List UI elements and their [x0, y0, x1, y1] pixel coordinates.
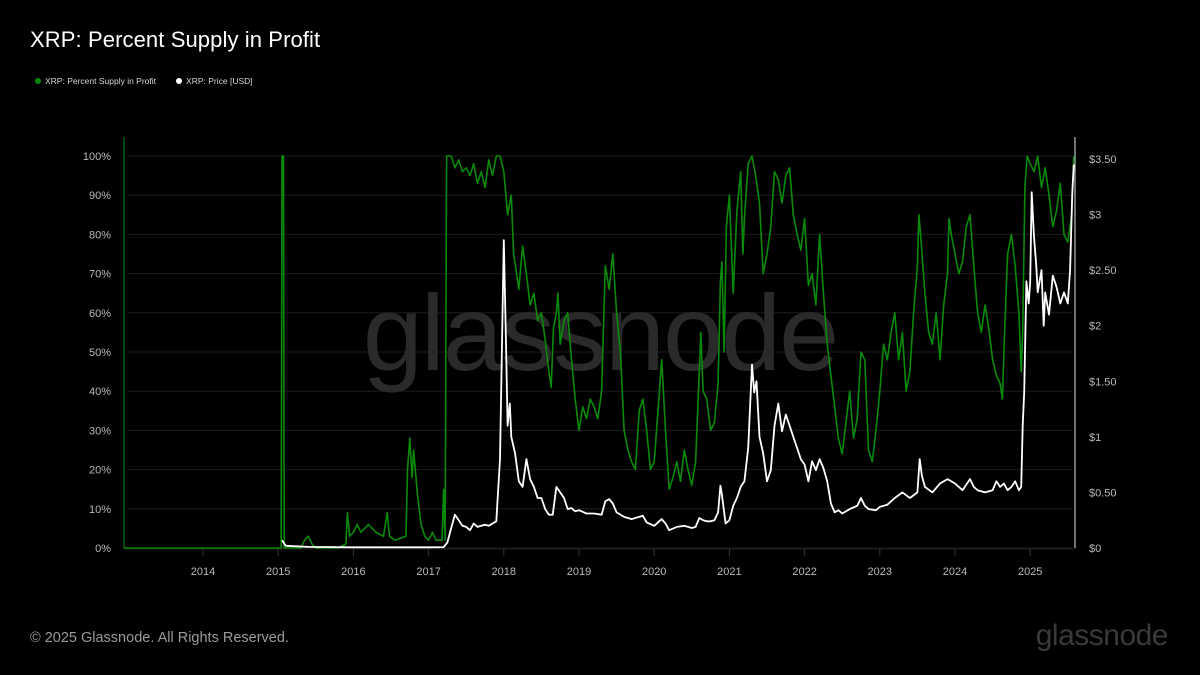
legend-item-supply-in-profit[interactable]: XRP: Percent Supply in Profit	[35, 76, 156, 86]
x-tick-label: 2020	[642, 566, 666, 578]
x-tick-label: 2023	[868, 566, 892, 578]
y-left-tick-label: 40%	[89, 386, 111, 398]
legend-label: XRP: Price [USD]	[186, 76, 253, 86]
y-right-tick-label: $0	[1089, 543, 1101, 555]
x-tick-label: 2018	[492, 566, 516, 578]
green-dot-icon	[35, 78, 41, 84]
y-left-tick-label: 60%	[89, 308, 111, 320]
y-right-tick-label: $2	[1089, 321, 1101, 333]
y-left-tick-label: 50%	[89, 347, 111, 359]
x-tick-label: 2019	[567, 566, 591, 578]
watermark: glassnode	[363, 272, 837, 393]
y-right-tick-label: $3	[1089, 210, 1101, 222]
axes	[123, 137, 1076, 556]
y-left-tick-label: 70%	[89, 269, 111, 281]
x-tick-label: 2016	[341, 566, 365, 578]
y-right-tick-label: $1	[1089, 432, 1101, 444]
y-right-tick-label: $3.50	[1089, 154, 1117, 166]
legend: XRP: Percent Supply in Profit XRP: Price…	[35, 76, 253, 86]
y-right-tick-label: $0.50	[1089, 487, 1117, 499]
x-tick-label: 2024	[943, 566, 967, 578]
y-axis-right-labels: $0 $0.50 $1 $1.50 $2 $2.50 $3 $3.50	[1089, 154, 1117, 555]
x-tick-label: 2014	[191, 566, 215, 578]
x-tick-label: 2022	[792, 566, 816, 578]
legend-item-price[interactable]: XRP: Price [USD]	[176, 76, 253, 86]
legend-label: XRP: Percent Supply in Profit	[45, 76, 157, 86]
y-right-tick-label: $2.50	[1089, 265, 1117, 277]
price-line	[281, 164, 1075, 549]
y-left-tick-label: 80%	[89, 229, 111, 241]
y-left-tick-label: 100%	[83, 151, 111, 163]
x-tick-label: 2021	[717, 566, 741, 578]
y-right-tick-label: $1.50	[1089, 376, 1117, 388]
copyright-footer: © 2025 Glassnode. All Rights Reserved.	[30, 630, 289, 646]
x-tick-label: 2025	[1018, 566, 1042, 578]
x-tick-label: 2015	[266, 566, 290, 578]
y-axis-left-labels: 0% 10% 20% 30% 40% 50% 60% 70% 80% 90% 100%	[83, 151, 111, 555]
glassnode-logo: glassnode	[1035, 619, 1169, 652]
y-left-tick-label: 90%	[89, 190, 111, 202]
y-left-tick-label: 0%	[95, 543, 111, 555]
y-left-tick-label: 20%	[89, 465, 111, 477]
chart-title: XRP: Percent Supply in Profit	[30, 27, 321, 52]
x-axis-labels: 2014 2015 2016 2017 2018 2019 2020 2021 2022 2023…	[191, 566, 1043, 578]
white-dot-icon	[176, 78, 183, 84]
y-left-tick-label: 10%	[89, 504, 111, 516]
x-tick-label: 2017	[416, 566, 440, 578]
supply-in-profit-line	[124, 155, 1075, 549]
y-left-tick-label: 30%	[89, 425, 111, 437]
